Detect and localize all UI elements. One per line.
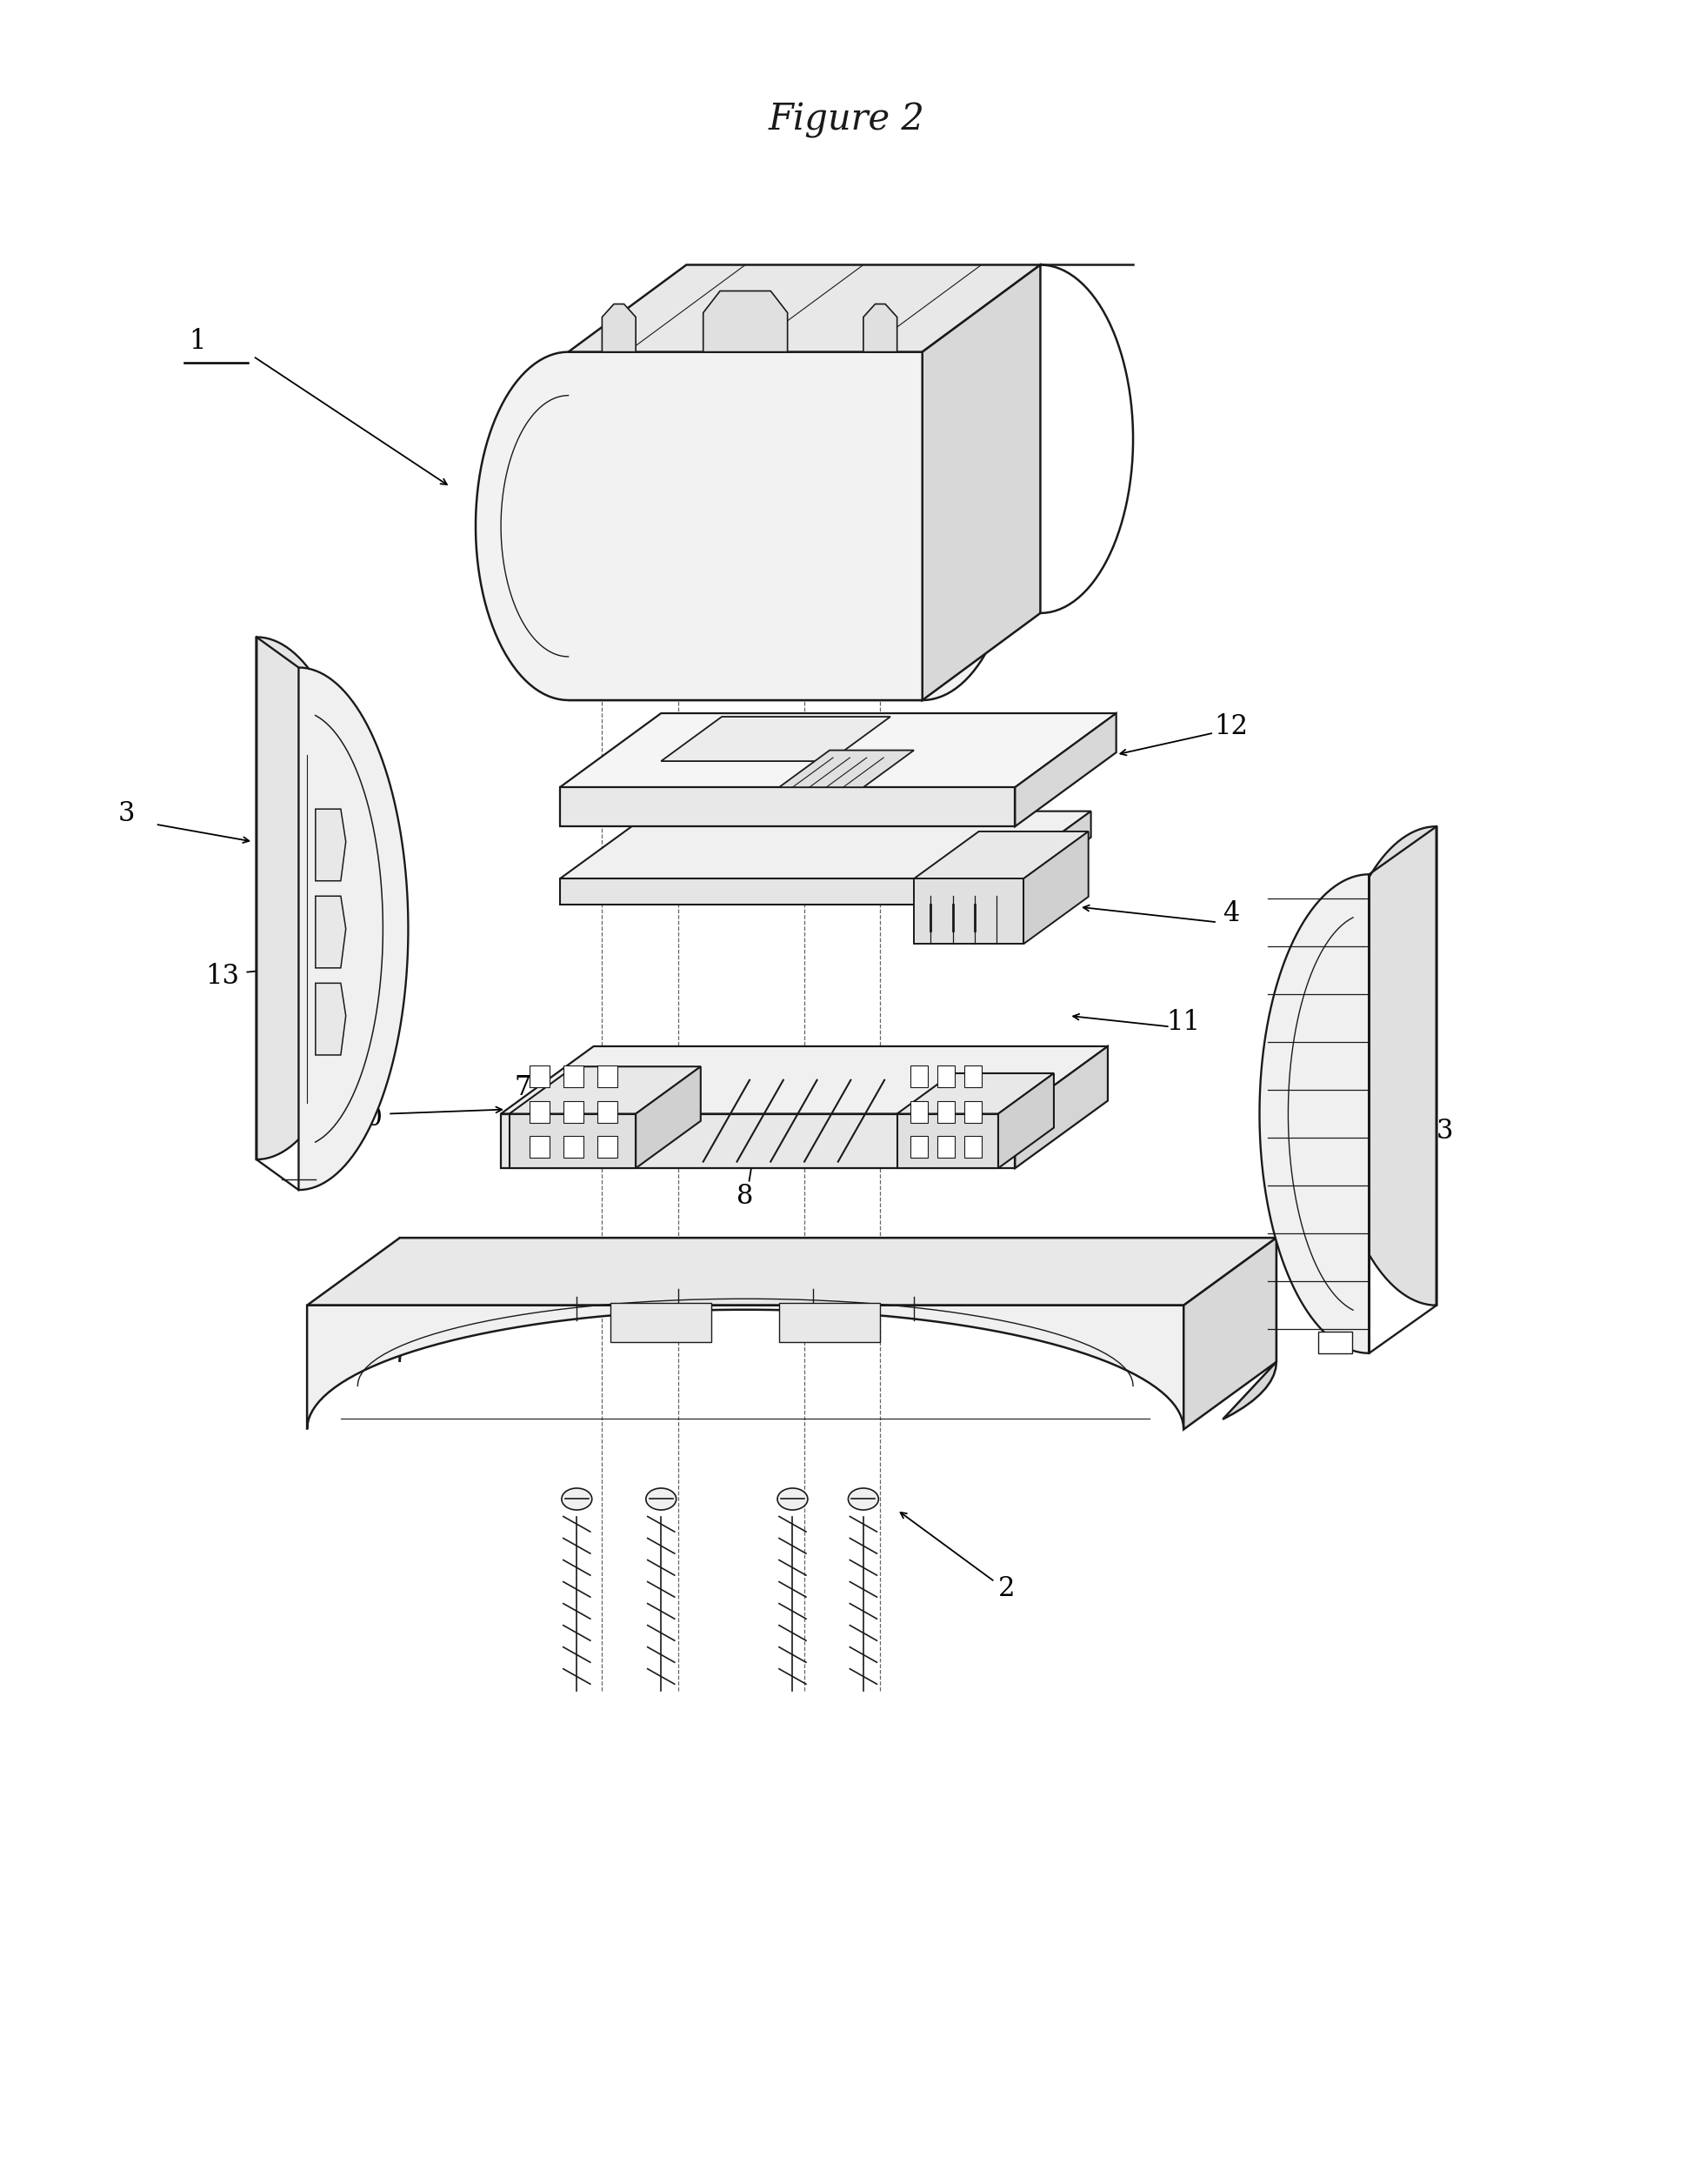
Bar — [965, 1136, 982, 1158]
Polygon shape — [306, 1306, 1183, 1428]
Bar — [530, 1101, 550, 1123]
Polygon shape — [914, 878, 1024, 943]
Polygon shape — [560, 878, 999, 904]
Ellipse shape — [777, 1487, 808, 1509]
Polygon shape — [569, 264, 1041, 352]
Bar — [598, 1066, 618, 1088]
Polygon shape — [1016, 714, 1116, 826]
Text: Figure 2: Figure 2 — [769, 103, 924, 138]
Ellipse shape — [848, 1487, 879, 1509]
Text: 10: 10 — [349, 1105, 383, 1131]
Polygon shape — [510, 1066, 701, 1114]
Polygon shape — [256, 638, 366, 1160]
Bar — [965, 1066, 982, 1088]
Text: 3: 3 — [1436, 1118, 1453, 1144]
Bar — [938, 1136, 955, 1158]
Text: 2: 2 — [594, 642, 611, 670]
Bar — [965, 1101, 982, 1123]
Polygon shape — [637, 1066, 701, 1168]
Bar — [564, 1101, 584, 1123]
Polygon shape — [1260, 874, 1370, 1354]
Polygon shape — [501, 1114, 1016, 1168]
Text: 12: 12 — [1214, 712, 1248, 740]
Text: 13: 13 — [207, 963, 240, 989]
Polygon shape — [863, 304, 897, 352]
Polygon shape — [298, 668, 408, 1190]
Polygon shape — [1319, 1332, 1353, 1354]
Text: 3: 3 — [119, 799, 135, 828]
Bar — [779, 1304, 880, 1343]
Polygon shape — [560, 810, 1090, 878]
Text: 2: 2 — [999, 1575, 1016, 1601]
Polygon shape — [476, 352, 1016, 701]
Polygon shape — [999, 810, 1090, 904]
Polygon shape — [1327, 826, 1437, 1306]
Polygon shape — [779, 751, 914, 786]
Polygon shape — [897, 1114, 999, 1168]
Polygon shape — [315, 808, 345, 880]
Bar — [611, 1304, 711, 1343]
Text: 7: 7 — [515, 1075, 532, 1101]
Polygon shape — [510, 1114, 637, 1168]
Polygon shape — [914, 832, 1089, 878]
Text: 5: 5 — [979, 1149, 995, 1175]
Polygon shape — [660, 716, 891, 762]
Bar — [530, 1136, 550, 1158]
Bar — [938, 1066, 955, 1088]
Polygon shape — [1016, 1046, 1107, 1168]
Text: 8: 8 — [736, 1184, 753, 1210]
Polygon shape — [603, 304, 637, 352]
Polygon shape — [400, 1238, 1277, 1363]
Bar — [564, 1136, 584, 1158]
Polygon shape — [1183, 1238, 1277, 1428]
Bar — [911, 1136, 928, 1158]
Text: 6: 6 — [1082, 747, 1099, 775]
Text: 11: 11 — [1166, 1009, 1200, 1035]
Ellipse shape — [647, 1487, 676, 1509]
Bar — [530, 1066, 550, 1088]
Polygon shape — [501, 1046, 1107, 1114]
Polygon shape — [999, 1072, 1053, 1168]
Polygon shape — [897, 1072, 1053, 1114]
Bar — [938, 1101, 955, 1123]
Polygon shape — [315, 895, 345, 968]
Bar — [598, 1136, 618, 1158]
Polygon shape — [315, 983, 345, 1055]
Ellipse shape — [562, 1487, 593, 1509]
Bar — [598, 1101, 618, 1123]
Polygon shape — [560, 714, 1116, 786]
Text: 4: 4 — [1222, 900, 1239, 926]
Bar — [911, 1066, 928, 1088]
Bar — [564, 1066, 584, 1088]
Bar — [911, 1101, 928, 1123]
Polygon shape — [560, 786, 1016, 826]
Polygon shape — [1024, 832, 1089, 943]
Polygon shape — [306, 1238, 1277, 1306]
Polygon shape — [703, 290, 787, 352]
Polygon shape — [923, 264, 1041, 701]
Text: 1: 1 — [190, 328, 207, 354]
